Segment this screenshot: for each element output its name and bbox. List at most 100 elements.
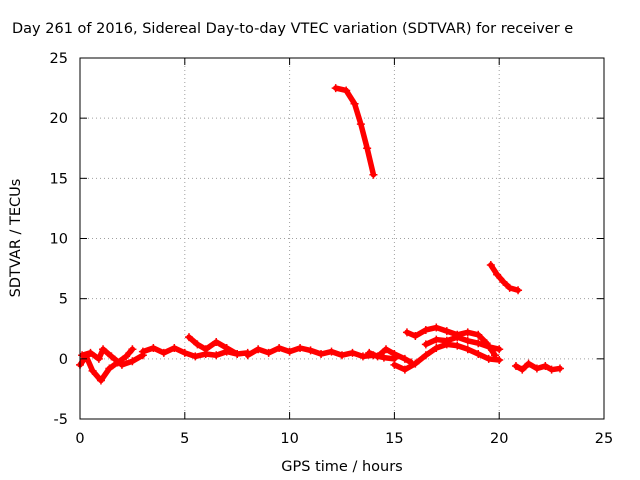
series-track-j <box>511 359 564 374</box>
data-point <box>474 339 483 348</box>
data-point <box>170 344 179 353</box>
data-point <box>191 352 200 361</box>
data-point <box>117 360 126 369</box>
data-point <box>363 144 372 153</box>
data-point <box>128 345 137 354</box>
data-point <box>421 351 430 360</box>
y-tick-label: 25 <box>50 51 68 67</box>
data-point <box>201 345 210 354</box>
data-point <box>463 328 472 337</box>
data-point <box>99 345 108 354</box>
y-tick-label: 20 <box>50 111 68 127</box>
data-point <box>442 327 451 336</box>
series-track-d <box>184 333 242 359</box>
data-point <box>180 348 189 357</box>
data-point <box>327 347 336 356</box>
data-point <box>338 351 346 360</box>
data-point <box>348 348 357 357</box>
data-point <box>463 336 472 345</box>
data-point <box>159 348 168 357</box>
data-point <box>365 348 374 357</box>
data-point <box>493 270 502 279</box>
data-point <box>233 350 242 359</box>
data-point <box>474 350 483 359</box>
series-track-k <box>331 84 378 179</box>
y-tick-label: 10 <box>50 232 68 248</box>
data-point <box>453 333 462 342</box>
data-point <box>358 352 367 361</box>
data-point <box>78 351 87 360</box>
series-line <box>77 346 136 384</box>
data-point <box>499 277 508 286</box>
data-point <box>442 336 451 345</box>
data-point <box>390 360 399 369</box>
data-point <box>421 340 430 349</box>
series-line <box>186 334 240 357</box>
data-point <box>484 354 493 363</box>
data-point <box>486 260 495 269</box>
data-point <box>128 357 137 366</box>
data-point <box>193 340 202 349</box>
data-point <box>524 359 533 368</box>
series-line <box>404 324 498 358</box>
data-point <box>518 365 527 374</box>
data-point <box>107 352 116 361</box>
data-point <box>463 345 472 354</box>
data-point <box>390 350 399 359</box>
data-point <box>275 344 284 353</box>
data-point <box>138 347 147 356</box>
data-point <box>122 352 131 361</box>
data-point <box>411 331 420 340</box>
data-point <box>495 345 504 354</box>
data-point <box>453 341 462 350</box>
data-point <box>432 323 441 332</box>
data-point <box>373 352 382 361</box>
data-point <box>222 344 231 353</box>
data-point <box>86 348 95 357</box>
data-point <box>495 356 504 365</box>
data-point <box>306 346 315 355</box>
data-point <box>369 170 378 179</box>
data-point <box>212 351 221 360</box>
data-point <box>402 328 411 337</box>
data-point <box>511 362 520 371</box>
data-layer <box>76 84 564 385</box>
data-point <box>96 376 105 385</box>
data-point <box>514 286 523 295</box>
data-point <box>285 347 294 356</box>
data-point <box>243 351 252 360</box>
data-point <box>474 330 483 339</box>
y-tick-label: -5 <box>54 412 68 428</box>
grid-layer <box>80 58 604 419</box>
tick-layer: 0 5 10 15 20 25 -5 0 5 10 15 20 25 <box>50 51 614 447</box>
data-point <box>105 364 114 373</box>
data-point <box>491 351 500 360</box>
data-point <box>547 365 556 374</box>
y-axis-label: SDTVAR / TECUs <box>8 179 24 298</box>
data-point <box>505 283 514 292</box>
data-point <box>94 354 103 363</box>
data-point <box>400 354 409 363</box>
x-tick-label: 5 <box>180 431 189 447</box>
data-point <box>484 342 493 351</box>
x-tick-label: 10 <box>280 431 298 447</box>
data-point <box>149 344 158 353</box>
y-tick-label: 15 <box>50 171 68 187</box>
y-tick-label: 0 <box>59 352 68 368</box>
chart-title: Day 261 of 2016, Sidereal Day-to-day VTE… <box>12 21 573 37</box>
data-point <box>184 333 193 342</box>
data-point <box>342 86 351 95</box>
data-point <box>350 99 359 108</box>
series-track-l <box>486 260 523 295</box>
data-point <box>331 84 340 93</box>
y-tick-label: 5 <box>59 292 68 308</box>
data-point <box>421 325 430 334</box>
data-point <box>254 345 263 354</box>
data-point <box>541 362 550 371</box>
data-point <box>88 366 97 375</box>
data-point <box>532 364 541 373</box>
x-tick-label: 0 <box>75 431 84 447</box>
data-point <box>555 364 564 373</box>
data-point <box>411 359 420 368</box>
